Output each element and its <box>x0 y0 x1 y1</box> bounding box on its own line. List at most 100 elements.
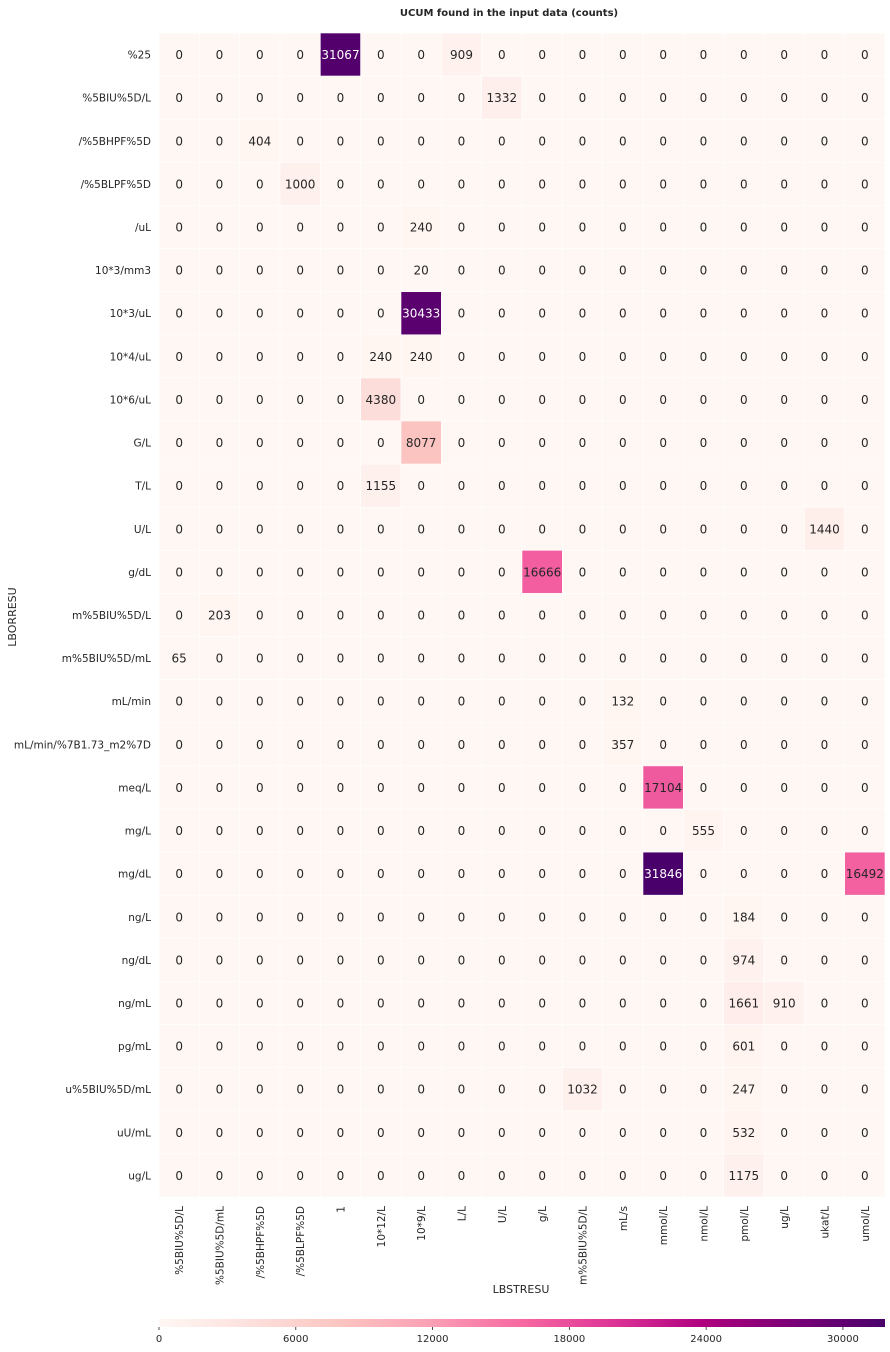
cell-value-label: 0 <box>337 953 345 967</box>
x-tick-label: ug/L <box>779 1206 791 1229</box>
heatmap-cell <box>400 938 442 982</box>
heatmap-cell <box>562 722 603 767</box>
cell-value-label: 0 <box>619 393 627 407</box>
heatmap-cell <box>400 463 442 508</box>
cell-value-label: 0 <box>700 221 708 235</box>
heatmap-cell <box>521 118 563 163</box>
cell-value-label: 0 <box>498 436 506 450</box>
cell-value-label: 0 <box>821 910 829 924</box>
cell-value-label: 65 <box>172 652 187 666</box>
cell-value-label: 0 <box>579 695 587 709</box>
y-tick-label: ng/dL <box>122 955 152 967</box>
heatmap-cell <box>763 593 805 637</box>
heatmap-cell <box>481 506 523 551</box>
heatmap-cell <box>400 1024 442 1068</box>
heatmap-cell <box>683 636 724 680</box>
cell-value-label: 0 <box>377 738 385 752</box>
cell-value-label: 0 <box>175 522 183 536</box>
cell-value-label: 0 <box>216 695 224 709</box>
heatmap-cell <box>199 291 240 336</box>
heatmap-cell <box>642 981 684 1025</box>
heatmap-cell <box>158 118 200 163</box>
cell-value-label: 0 <box>296 609 304 623</box>
cell-value-label: 0 <box>498 781 506 795</box>
cell-value-label: 0 <box>337 609 345 623</box>
cell-value-label: 0 <box>821 781 829 795</box>
y-tick-label: ng/L <box>128 912 151 924</box>
cell-value-label: 974 <box>732 953 755 967</box>
cell-value-label: 0 <box>861 781 869 795</box>
heatmap-cell <box>199 463 240 508</box>
heatmap-cell <box>239 765 281 810</box>
cell-value-label: 0 <box>579 867 587 881</box>
heatmap-cell <box>158 550 200 594</box>
colorbar: 0 6000 12000 18000 24000 30000 <box>156 1319 885 1345</box>
cell-value-label: 404 <box>248 134 271 148</box>
cell-value-label: 0 <box>861 307 869 321</box>
heatmap-cell <box>481 981 523 1025</box>
cell-value-label: 0 <box>337 910 345 924</box>
cell-value-label: 0 <box>256 997 264 1011</box>
cell-value-label: 0 <box>458 393 466 407</box>
y-tick-label: u%5BIU%5D/mL <box>65 1084 151 1096</box>
cell-value-label: 0 <box>780 609 788 623</box>
cell-value-label: 0 <box>579 738 587 752</box>
heatmap-cell <box>158 1110 200 1155</box>
y-tick-label: m%5BIU%5D/L <box>72 610 151 622</box>
heatmap-cell <box>360 334 402 379</box>
cell-value-label: 0 <box>296 953 304 967</box>
cell-value-label: 0 <box>659 738 667 752</box>
heatmap-cell <box>521 205 563 249</box>
y-tick-label: /%5BHPF%5D <box>79 136 151 148</box>
cell-value-label: 0 <box>175 910 183 924</box>
heatmap-cell <box>320 981 361 1025</box>
heatmap-cell <box>642 377 684 422</box>
heatmap-cell <box>763 981 805 1025</box>
cell-value-label: 0 <box>538 609 546 623</box>
y-tick-label: %25 <box>128 50 151 62</box>
heatmap-cell <box>239 334 281 379</box>
y-tick-label: U/L <box>134 524 151 536</box>
heatmap-cell <box>400 1153 442 1198</box>
heatmap-cell <box>844 851 886 896</box>
y-tick-label: 10*3/mm3 <box>95 265 151 277</box>
cell-value-label: 0 <box>861 221 869 235</box>
heatmap-cell <box>400 636 442 680</box>
cell-value-label: 0 <box>337 350 345 364</box>
cell-value-label: 0 <box>296 48 304 62</box>
heatmap-cell <box>642 248 684 292</box>
heatmap-cell <box>602 162 644 206</box>
chart-title: UCUM found in the input data (counts) <box>400 8 618 19</box>
cell-value-label: 0 <box>458 264 466 278</box>
cell-value-label: 0 <box>175 609 183 623</box>
heatmap-cell <box>602 377 644 422</box>
cell-value-label: 0 <box>700 522 708 536</box>
heatmap-cell <box>279 506 321 551</box>
heatmap-cell <box>400 1110 442 1155</box>
cell-value-label: 0 <box>821 1126 829 1140</box>
cell-value-label: 0 <box>659 695 667 709</box>
heatmap-cell <box>239 550 281 594</box>
heatmap-cell <box>723 851 765 896</box>
heatmap-cell <box>199 420 240 465</box>
cell-value-label: 0 <box>175 134 183 148</box>
heatmap-cell <box>683 679 724 724</box>
cell-value-label: 0 <box>296 565 304 579</box>
heatmap-cell <box>521 765 563 810</box>
cell-value-label: 0 <box>659 1126 667 1140</box>
heatmap-cell <box>441 636 482 680</box>
cell-value-label: 0 <box>780 1126 788 1140</box>
heatmap-cell <box>763 377 805 422</box>
cell-value-label: 0 <box>417 695 425 709</box>
heatmap-cell <box>279 636 321 680</box>
cell-value-label: 0 <box>377 695 385 709</box>
y-tick-label: /%5BLPF%5D <box>81 179 151 191</box>
cell-value-label: 0 <box>740 824 748 838</box>
cell-value-label: 0 <box>175 738 183 752</box>
cell-value-label: 0 <box>377 307 385 321</box>
cell-value-label: 0 <box>619 134 627 148</box>
cell-value-label: 20 <box>414 264 429 278</box>
heatmap-cell <box>481 248 523 292</box>
heatmap-cell <box>844 593 886 637</box>
cell-value-label: 0 <box>175 781 183 795</box>
